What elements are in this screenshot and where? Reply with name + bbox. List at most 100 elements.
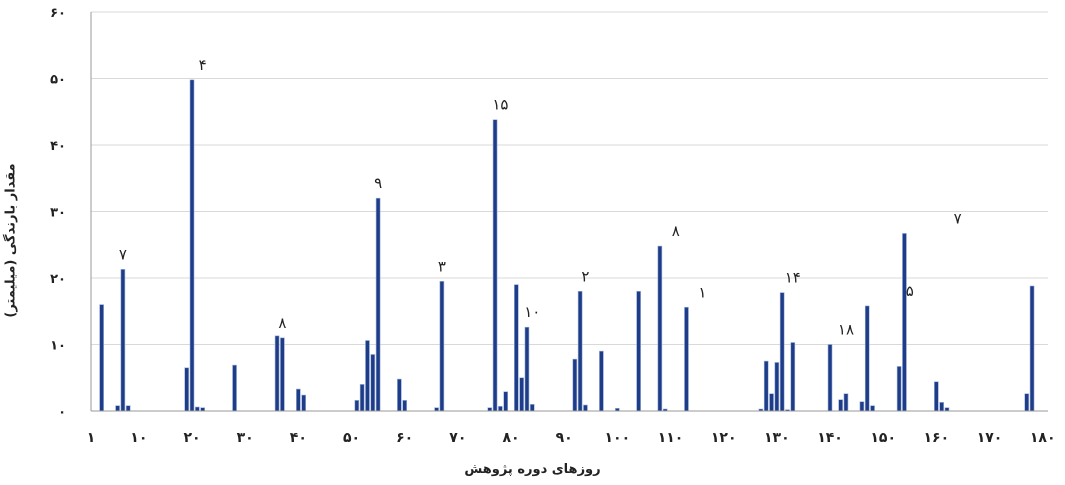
bar-day-113 [684,306,689,412]
bar-day-67 [439,281,445,412]
x-tick-label: ۱۸۰ [1030,430,1056,446]
bar-day-7 [120,269,126,412]
bar-annotation: ۷ [954,209,962,227]
y-tick-label: ۳۰ [50,206,66,221]
bar-day-36 [274,335,280,412]
y-tick-label: ۲۰ [50,272,66,287]
bar-day-148 [870,405,875,412]
x-tick-labels: ۱ ۱۰ ۲۰ ۳۰ ۴۰ ۵۰ ۶۰ ۷۰ ۸۰ ۹۰ ۱۰۰ ۱۱۰ ۱۲۰ ۱۳۰ ۱۴۰ ۱۵۰ ۱۶۰… [87,430,1056,446]
bar-day-41 [301,394,306,412]
x-tick-label: ۱۴۰ [817,430,843,446]
bar-day-147 [864,305,870,412]
bar-day-78 [498,406,503,412]
bar-day-59 [397,378,402,412]
bar-day-140 [827,344,833,412]
x-tick-label: ۱۰۰ [605,430,631,446]
bar-annotation: ۹ [374,174,382,192]
bar-day-53 [365,340,370,412]
bar-day-154 [902,233,907,412]
axes [90,12,1048,412]
bar-day-143 [843,393,849,412]
bar-day-55 [375,197,381,412]
x-tick-label: ۷۰ [449,430,466,446]
bar-annotation: ۲ [581,267,589,285]
bar-day-52 [359,384,365,412]
x-axis-label: روزهای دوره پژوهش [464,462,601,477]
y-tick-label: ۴۰ [50,139,66,154]
bar-day-178 [1029,285,1035,412]
bar-day-84 [529,404,535,412]
y-tick-label: ۱۰ [50,339,66,354]
bar-day-93 [577,290,583,412]
bar-day-20 [189,79,195,412]
y-axis-label: مقدار بارندگی (میلیمتر) [3,162,19,318]
x-tick-label: ۳۰ [237,430,254,446]
bar-day-97 [599,350,604,412]
bar-day-21 [195,406,200,412]
bar-day-82 [519,377,524,412]
bar-day-128 [763,360,769,412]
x-tick-label: ۱۷۰ [977,430,1003,446]
x-tick-label: ۱۲۰ [711,430,737,446]
bar-day-92 [572,358,578,412]
bar-day-131 [779,292,785,412]
x-tick-label: ۱ [87,430,96,446]
bar-day-153 [896,366,902,412]
bar-annotation: ۱ [698,283,706,301]
x-tick-label: ۱۰ [130,430,147,446]
bar-day-130 [774,362,780,412]
bar-day-54 [370,354,376,412]
y-tick-label: ۰ [58,405,66,420]
bar-day-161 [939,402,944,412]
bar-day-19 [184,367,189,412]
bar-day-6 [115,405,120,412]
bar-day-104 [636,290,641,412]
x-tick-label: ۸۰ [502,430,519,446]
bar-day-146 [859,401,865,412]
bar-annotations: ۷ ۴ ۸ ۹ ۳ ۱۵ ۱۰ ۲ ۸ ۱ ۱۴ ۱۸ ۵ ۷ [119,56,962,339]
bar-annotation: ۳ [438,257,446,275]
bar-day-40 [296,388,301,412]
gridlines [91,11,1048,345]
bar-day-160 [934,381,939,412]
bar-day-108 [657,245,663,412]
bar-day-142 [838,399,843,412]
x-tick-label: ۱۶۰ [924,430,950,446]
bar-day-77 [492,119,498,412]
y-tick-labels: ۰ ۱۰ ۲۰ ۳۰ ۴۰ ۵۰ ۶۰ [50,6,66,420]
bar-day-37 [280,337,285,412]
bar-day-79 [503,391,509,412]
bar-day-28 [232,364,237,412]
bar-annotation: ۴ [199,56,207,74]
bar-annotation: ۷ [119,245,127,263]
y-tick-label: ۶۰ [50,6,66,21]
bar-day-133 [790,342,796,412]
bar-annotation: ۸ [278,314,286,332]
bar-annotation: ۵ [906,282,914,300]
bars [99,79,1035,412]
bar-day-129 [769,393,774,412]
x-tick-label: ۶۰ [396,430,413,446]
bar-day-94 [583,404,588,412]
bar-day-81 [514,284,519,412]
x-tick-label: ۲۰ [183,430,200,446]
bar-day-8 [125,405,131,412]
y-axis-label-wrapper: مقدار بارندگی (میلیمتر) [0,110,22,370]
bar-day-60 [402,400,407,412]
x-tick-label: ۵۰ [343,430,360,446]
x-tick-label: ۴۰ [290,430,307,446]
x-tick-label: ۹۰ [556,430,573,446]
bar-day-51 [354,400,360,412]
bar-annotation: ۱۸ [838,321,854,339]
bar-annotation: ۸ [672,222,680,240]
bar-day-177 [1024,393,1030,412]
x-tick-label: ۱۵۰ [870,430,896,446]
bar-day-3 [99,304,104,412]
bar-annotation: ۱۰ [524,303,540,321]
bar-day-83 [524,326,530,412]
bar-annotation: ۱۵ [492,96,508,114]
x-tick-label: ۱۳۰ [764,430,790,446]
bar-annotation: ۱۴ [785,269,801,287]
y-tick-label: ۵۰ [50,73,66,88]
